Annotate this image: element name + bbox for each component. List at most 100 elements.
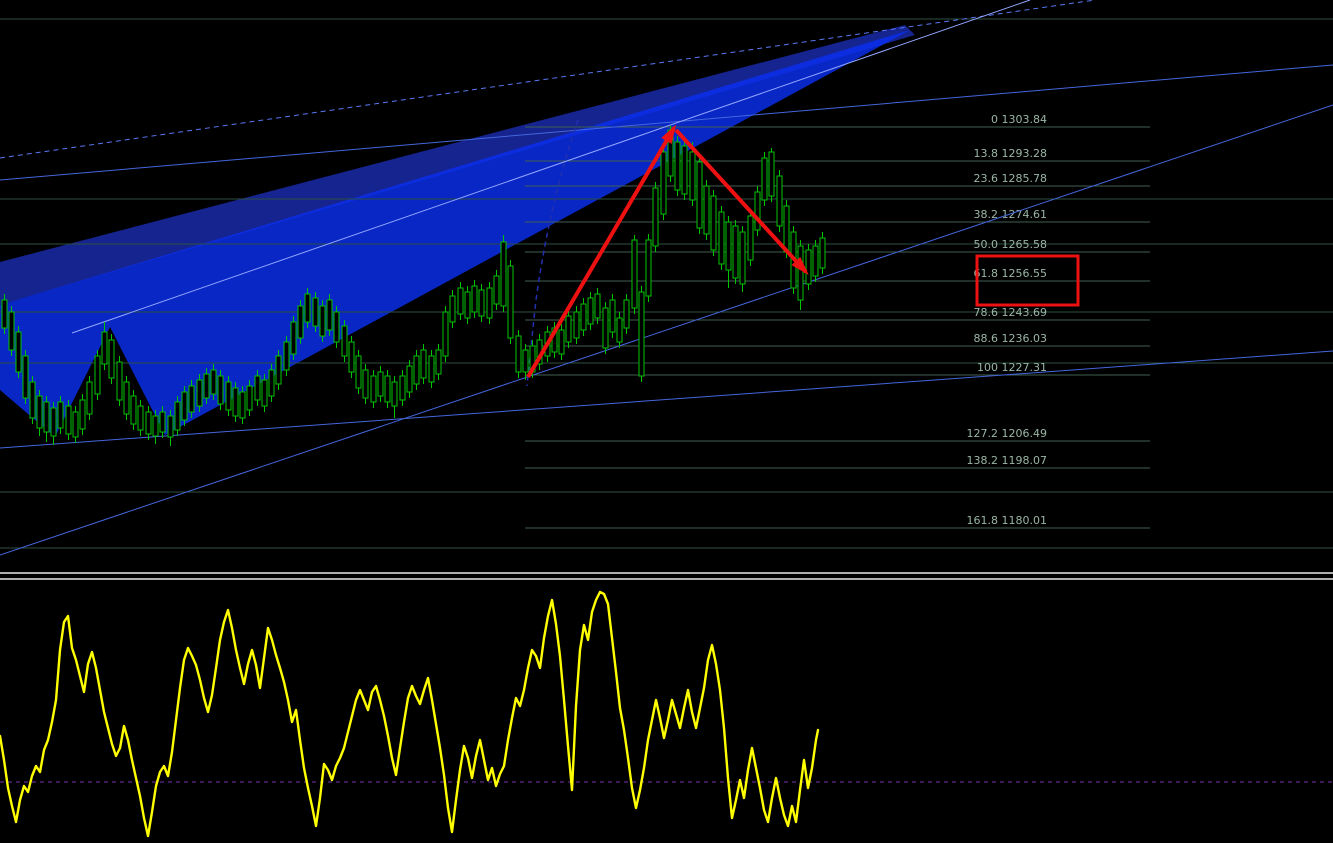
candle-body xyxy=(406,365,413,393)
candle-body xyxy=(1,299,8,329)
candle-body xyxy=(435,349,442,375)
candle-body xyxy=(587,297,594,325)
fib-level-label: 0 1303.84 xyxy=(991,113,1047,126)
candle-body xyxy=(137,405,144,431)
candle-body xyxy=(101,331,108,365)
candle-body xyxy=(783,205,790,253)
candle-body xyxy=(86,381,93,415)
candle-body xyxy=(580,303,587,331)
upper-parallel-line[interactable] xyxy=(0,64,1333,181)
candle-body xyxy=(812,245,819,277)
steep-support-line[interactable] xyxy=(0,104,1333,556)
candle-body xyxy=(768,151,775,197)
candle-body xyxy=(631,239,638,309)
fib-level-label: 88.6 1236.03 xyxy=(974,332,1047,345)
fib-level-label: 138.2 1198.07 xyxy=(967,454,1047,467)
candle-body xyxy=(689,151,696,201)
candle-body xyxy=(500,241,507,307)
candle-body xyxy=(725,221,732,271)
navy-upper-band[interactable] xyxy=(0,25,915,305)
candle-body xyxy=(623,299,630,329)
candle-body xyxy=(181,391,188,421)
candle-body xyxy=(819,237,826,269)
impulse-up-arrow xyxy=(526,126,676,379)
candle-body xyxy=(602,307,609,349)
candle-body xyxy=(420,349,427,379)
candle-body xyxy=(471,285,478,313)
candle-body xyxy=(558,329,565,355)
candle-body xyxy=(116,361,123,401)
candle-body xyxy=(312,297,319,327)
oscillator-line xyxy=(0,590,820,838)
candle-body xyxy=(442,311,449,357)
candle-body xyxy=(391,381,398,407)
fib-level-label: 13.8 1293.28 xyxy=(974,147,1047,160)
candle-body xyxy=(108,339,115,379)
candle-body xyxy=(319,305,326,337)
candle-body xyxy=(645,239,652,297)
candle-body xyxy=(428,355,435,383)
red-analysis-arrows xyxy=(526,124,809,379)
candle-body xyxy=(283,341,290,371)
triangle-pattern-overlay[interactable] xyxy=(0,25,915,437)
fib-level-label: 78.6 1243.69 xyxy=(974,306,1047,319)
candle-body xyxy=(217,375,224,405)
candle-body xyxy=(384,375,391,403)
candle-body xyxy=(36,395,43,429)
correction-down-arrow-head xyxy=(791,256,809,275)
candle-body xyxy=(130,395,137,425)
candlestick-series xyxy=(1,126,826,446)
candle-body xyxy=(50,407,57,437)
dashed-curve-annotation xyxy=(526,119,579,387)
candle-body xyxy=(732,225,739,279)
upper-dashed-channel[interactable] xyxy=(0,0,1096,159)
candle-body xyxy=(304,293,311,323)
oscillator-pane[interactable] xyxy=(0,590,1333,838)
candle-body xyxy=(15,331,22,373)
impulse-up-arrow-head xyxy=(661,124,677,144)
candle-body xyxy=(674,141,681,191)
candle-body xyxy=(225,381,232,411)
candle-body xyxy=(72,411,79,438)
candle-body xyxy=(145,411,152,435)
median-line[interactable] xyxy=(71,0,1031,334)
candle-body xyxy=(94,355,101,395)
candle-body xyxy=(710,195,717,251)
candle-body xyxy=(696,161,703,229)
pane-separator[interactable] xyxy=(0,572,1333,580)
candle-body xyxy=(761,157,768,201)
candle-body xyxy=(297,305,304,339)
candle-body xyxy=(123,381,130,415)
candle-body xyxy=(457,287,464,315)
lower-channel-line[interactable] xyxy=(0,350,1333,449)
candle-body xyxy=(196,379,203,407)
trend-lines[interactable] xyxy=(0,0,1333,556)
candle-body xyxy=(370,375,377,403)
candle-body xyxy=(797,245,804,301)
candle-body xyxy=(348,341,355,373)
candle-body xyxy=(638,291,645,377)
candle-body xyxy=(747,215,754,261)
fibonacci-retracement[interactable]: 0 1303.84 13.8 1293.28 23.6 1285.78 38.2 12… xyxy=(525,113,1150,529)
fib-level-label: 50.0 1265.58 xyxy=(974,238,1047,251)
candle-body xyxy=(22,355,29,399)
grid-lines xyxy=(0,18,1333,549)
candle-body xyxy=(478,289,485,317)
candle-body xyxy=(486,287,493,319)
candle-body xyxy=(464,291,471,319)
candle-body xyxy=(239,391,246,419)
candle-body xyxy=(326,299,333,331)
candle-body xyxy=(703,185,710,235)
candle-body xyxy=(493,275,500,305)
candle-body xyxy=(167,415,174,438)
candle-body xyxy=(362,369,369,399)
candle-body xyxy=(174,401,181,431)
candle-body xyxy=(29,381,36,419)
bright-blue-wedge[interactable] xyxy=(0,30,910,437)
candle-body xyxy=(573,311,580,339)
candle-body xyxy=(261,379,268,407)
candle-body xyxy=(341,325,348,357)
candle-body xyxy=(79,399,86,430)
